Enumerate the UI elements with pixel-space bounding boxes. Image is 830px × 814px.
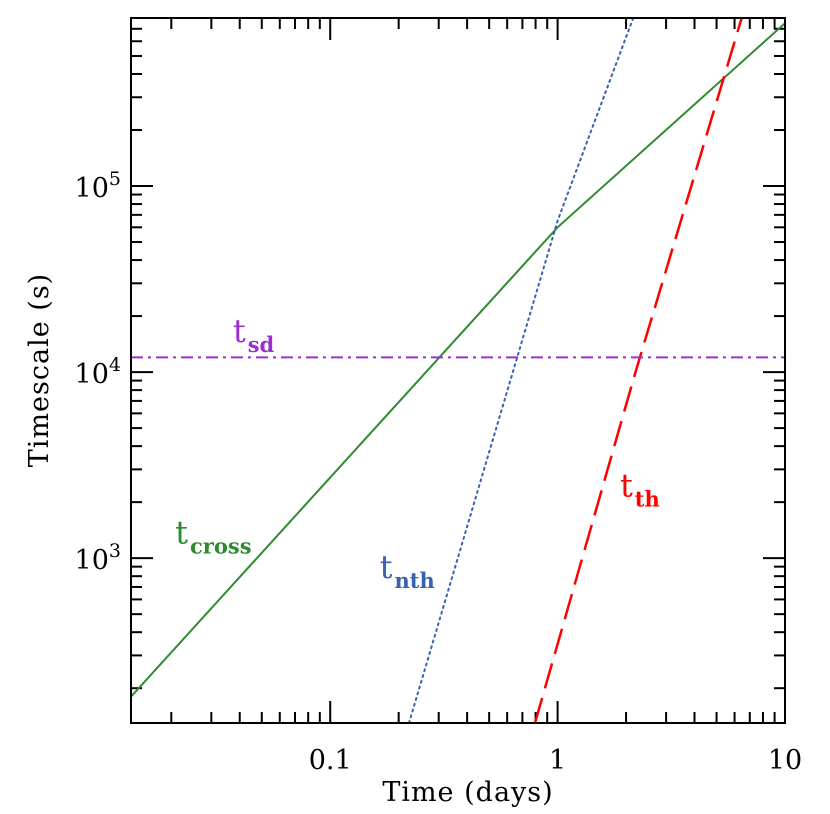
labels-layer: 0.1 1 10 103 104 105 tcross tnth tth tsd <box>75 168 803 776</box>
series-line-cross <box>131 22 785 698</box>
x-tick-label: 0.1 <box>309 745 352 776</box>
x-tick-label: 10 <box>768 745 802 776</box>
x-axis-title: Time (days) <box>382 777 553 808</box>
plot-frame <box>130 17 786 724</box>
y-tick-label: 103 <box>75 540 121 576</box>
y-tick-label: 104 <box>75 354 121 390</box>
series-label-sd: tsd <box>233 312 275 357</box>
series-label-nth: tnth <box>380 548 435 593</box>
y-tick-label: 105 <box>75 168 121 204</box>
series-label-th: tth <box>620 466 660 511</box>
y-axis-title: Timescale (s) <box>24 273 55 467</box>
x-tick-label: 1 <box>549 745 566 776</box>
series-line-nth <box>408 18 635 723</box>
series-label-cross: tcross <box>175 513 251 558</box>
ticks-layer <box>131 17 786 723</box>
series-line-th <box>533 18 743 723</box>
series-layer <box>131 18 785 723</box>
